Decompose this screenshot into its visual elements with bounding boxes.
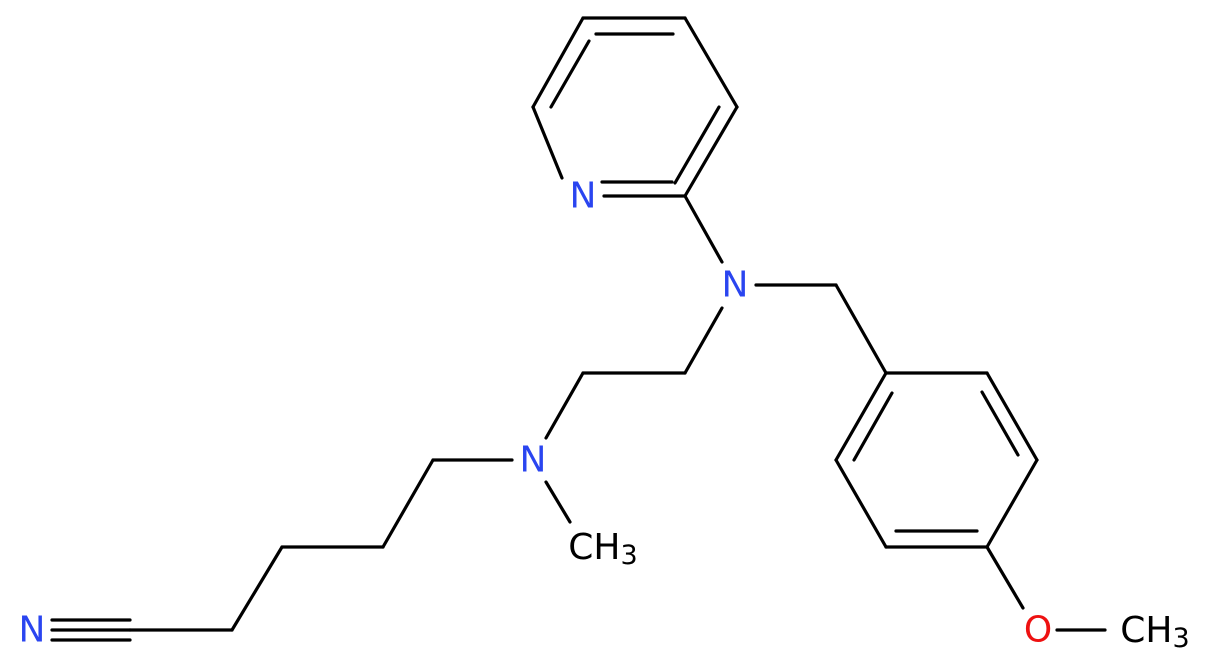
atom-label: O <box>1024 610 1052 651</box>
atom-label: N <box>19 610 46 651</box>
atom-label-subscript: 3 <box>1173 623 1190 654</box>
bonds <box>50 16 1107 642</box>
atom-label-main: CH <box>568 527 620 568</box>
atom-labels: N N N CH3 N O CH3 <box>19 176 1190 654</box>
atom-label: N <box>520 440 547 481</box>
atom-label-main: CH <box>1120 610 1172 651</box>
atom-label: N <box>722 265 749 306</box>
atom-label: N <box>570 176 597 217</box>
atom-label: CH3 <box>1120 610 1189 654</box>
atom-label: CH3 <box>568 527 637 571</box>
atom-label-subscript: 3 <box>621 540 638 571</box>
